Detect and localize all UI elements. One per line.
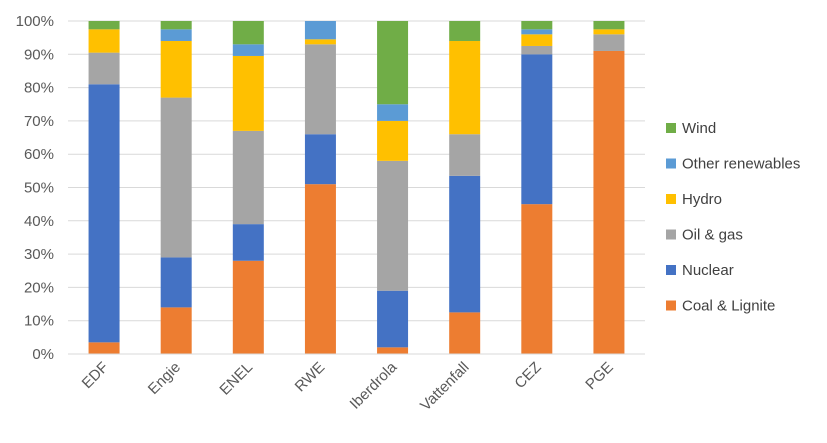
bar-segment xyxy=(88,29,120,53)
bar-segment xyxy=(377,104,409,121)
bar-segment xyxy=(304,184,336,354)
legend-swatch xyxy=(666,229,676,240)
bar-stack-edf xyxy=(88,21,120,354)
legend-label: Nuclear xyxy=(682,262,734,279)
legend: Wind Other renewables Hydro Oil & gas Nuclea… xyxy=(666,120,800,315)
bar-segment xyxy=(521,54,553,205)
x-tick-label: PGE xyxy=(582,359,616,393)
y-tick-label: 90% xyxy=(24,46,54,63)
bar-segment xyxy=(304,21,336,40)
bar-stacks xyxy=(88,21,625,354)
x-tick-label: ENEL xyxy=(216,359,256,399)
bar-segment xyxy=(232,224,264,261)
bar-segment xyxy=(160,307,192,354)
bar-stack-enel xyxy=(232,21,264,354)
bar-segment xyxy=(521,45,553,55)
x-axis-tick-labels: EDF Engie ENEL RWE Iberdrola Vattenfall CEZ PGE xyxy=(79,358,617,414)
bar-segment xyxy=(160,29,192,41)
y-axis-tick-labels: 0% 10% 20% 30% 40% 50% 60% 70% 80% 90% 100% xyxy=(16,13,54,363)
bar-segment xyxy=(88,21,120,30)
legend-swatch xyxy=(666,194,676,204)
bar-segment xyxy=(377,160,409,291)
bar-segment xyxy=(449,21,481,41)
bar-segment xyxy=(232,44,264,56)
bar-segment xyxy=(377,120,409,161)
legend-swatch xyxy=(666,123,676,133)
bar-stack-vattenfall xyxy=(449,21,481,354)
bar-stack-engie xyxy=(160,21,192,354)
bar-segment xyxy=(232,21,264,45)
legend-swatch xyxy=(666,300,676,311)
legend-label: Coal & Lignite xyxy=(682,298,775,315)
gridlines xyxy=(68,20,645,322)
bar-stack-cez xyxy=(521,21,553,354)
legend-item: Wind xyxy=(666,120,716,137)
y-tick-label: 20% xyxy=(24,279,54,296)
x-tick-label: Vattenfall xyxy=(417,359,472,414)
y-tick-label: 50% xyxy=(24,180,54,197)
bar-segment xyxy=(521,21,553,30)
bar-stack-pge xyxy=(593,21,625,354)
legend-item: Coal & Lignite xyxy=(666,298,775,315)
legend-swatch xyxy=(666,158,676,169)
x-tick-label: RWE xyxy=(292,359,329,396)
legend-label: Wind xyxy=(682,120,716,137)
bar-segment xyxy=(521,204,553,354)
x-tick-label: CEZ xyxy=(511,359,544,392)
bar-segment xyxy=(521,29,553,35)
legend-item: Nuclear xyxy=(666,262,734,279)
bar-segment xyxy=(304,39,336,45)
y-tick-label: 60% xyxy=(24,146,54,163)
bar-segment xyxy=(521,34,553,46)
bar-segment xyxy=(160,97,192,258)
legend-label: Other renewables xyxy=(682,156,800,173)
bar-segment xyxy=(593,50,625,354)
legend-item: Hydro xyxy=(666,191,722,208)
legend-swatch xyxy=(666,265,676,275)
bar-segment xyxy=(160,21,192,30)
bar-stack-iberdrola xyxy=(377,21,409,354)
y-tick-label: 0% xyxy=(32,346,54,363)
legend-item: Other renewables xyxy=(666,156,800,173)
bar-segment xyxy=(304,134,336,185)
bar-segment xyxy=(88,52,120,85)
bar-segment xyxy=(593,21,625,30)
bar-stack-rwe xyxy=(304,21,336,354)
bar-segment xyxy=(593,34,625,51)
y-tick-label: 70% xyxy=(24,113,54,130)
y-tick-label: 40% xyxy=(24,213,54,230)
bar-segment xyxy=(593,29,625,35)
bar-segment xyxy=(160,40,192,98)
bar-segment xyxy=(449,134,481,176)
bar-segment xyxy=(377,347,409,354)
legend-item: Oil & gas xyxy=(666,227,743,244)
bar-segment xyxy=(449,175,481,313)
bar-segment xyxy=(88,342,120,354)
bar-segment xyxy=(232,55,264,131)
bar-segment xyxy=(449,312,481,354)
x-tick-label: Engie xyxy=(145,359,184,398)
legend-label: Hydro xyxy=(682,191,722,208)
bar-segment xyxy=(304,44,336,135)
x-tick-label: EDF xyxy=(79,359,112,392)
bar-segment xyxy=(232,130,264,225)
y-tick-label: 10% xyxy=(24,313,54,330)
x-tick-label: Iberdrola xyxy=(347,358,401,412)
bar-segment xyxy=(160,257,192,308)
bar-segment xyxy=(449,40,481,135)
bar-segment xyxy=(377,290,409,348)
legend-label: Oil & gas xyxy=(682,227,743,244)
y-tick-label: 100% xyxy=(16,13,54,30)
bar-segment xyxy=(232,260,264,354)
y-tick-label: 30% xyxy=(24,246,54,263)
y-tick-label: 80% xyxy=(24,80,54,97)
bar-segment xyxy=(88,84,120,343)
bar-segment xyxy=(377,21,409,105)
